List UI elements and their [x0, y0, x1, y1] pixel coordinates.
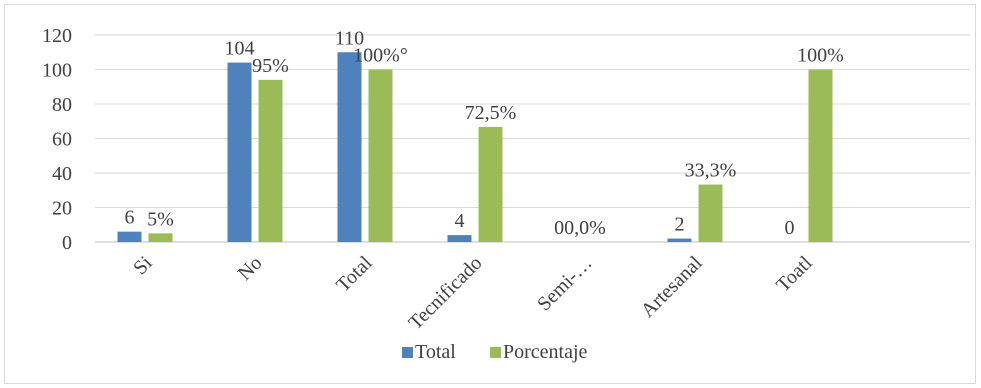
category-label: Toatl — [772, 252, 817, 297]
y-axis-tick-labels: 0 20 40 60 80 100 120 — [42, 25, 72, 254]
y-tick-label: 0 — [62, 232, 72, 254]
bar-porcentaje-3 — [478, 126, 503, 242]
category-label: Artesanal — [637, 252, 707, 322]
y-tick-label: 20 — [52, 198, 72, 220]
data-label-porcentaje-2: 100%° — [353, 45, 408, 67]
bar-porcentaje-0 — [148, 233, 173, 242]
legend-label-total: Total — [415, 341, 456, 363]
data-label-total-3: 4 — [455, 210, 465, 232]
bar-porcentaje-2 — [368, 69, 393, 242]
legend-swatch-total — [402, 347, 413, 358]
bars — [117, 52, 833, 242]
y-tick-label: 100 — [42, 60, 72, 82]
category-label: Tecnificado — [404, 252, 486, 334]
data-label-porcentaje-6: 100% — [797, 45, 844, 67]
bar-total-1 — [227, 62, 252, 242]
category-label: Semi-… — [533, 252, 596, 315]
bar-porcentaje-6 — [808, 69, 833, 242]
bar-total-0 — [117, 231, 142, 242]
category-label: Total — [332, 252, 377, 297]
category-label: No — [234, 252, 267, 285]
category-labels: Si No Total Tecnificado Semi-… Artesanal Toatl — [129, 252, 817, 334]
bar-total-5 — [667, 238, 692, 242]
data-label-porcentaje-1: 95% — [252, 55, 289, 77]
legend-swatch-porcentaje — [490, 347, 501, 358]
y-tick-label: 60 — [52, 129, 72, 151]
data-label-porcentaje-4: 00,0% — [554, 217, 606, 239]
legend-label-porcentaje: Porcentaje — [503, 341, 588, 363]
category-label: Si — [129, 252, 157, 280]
data-label-porcentaje-3: 72,5% — [465, 102, 517, 124]
bar-total-3 — [447, 235, 472, 242]
bar-porcentaje-1 — [258, 79, 283, 242]
data-label-total-2: 110 — [335, 27, 364, 49]
data-label-porcentaje-5: 33,3% — [685, 160, 737, 182]
y-tick-label: 120 — [42, 25, 72, 47]
data-label-total-0: 6 — [125, 207, 135, 229]
data-label-total-6: 0 — [785, 217, 795, 239]
data-label-total-1: 104 — [225, 38, 255, 60]
y-tick-label: 40 — [52, 163, 72, 185]
data-label-porcentaje-0: 5% — [147, 208, 174, 230]
legend: Total Porcentaje — [402, 341, 588, 363]
data-label-total-5: 2 — [675, 214, 685, 236]
bar-porcentaje-5 — [698, 184, 723, 242]
bar-total-2 — [337, 52, 362, 242]
y-tick-label: 80 — [52, 94, 72, 116]
